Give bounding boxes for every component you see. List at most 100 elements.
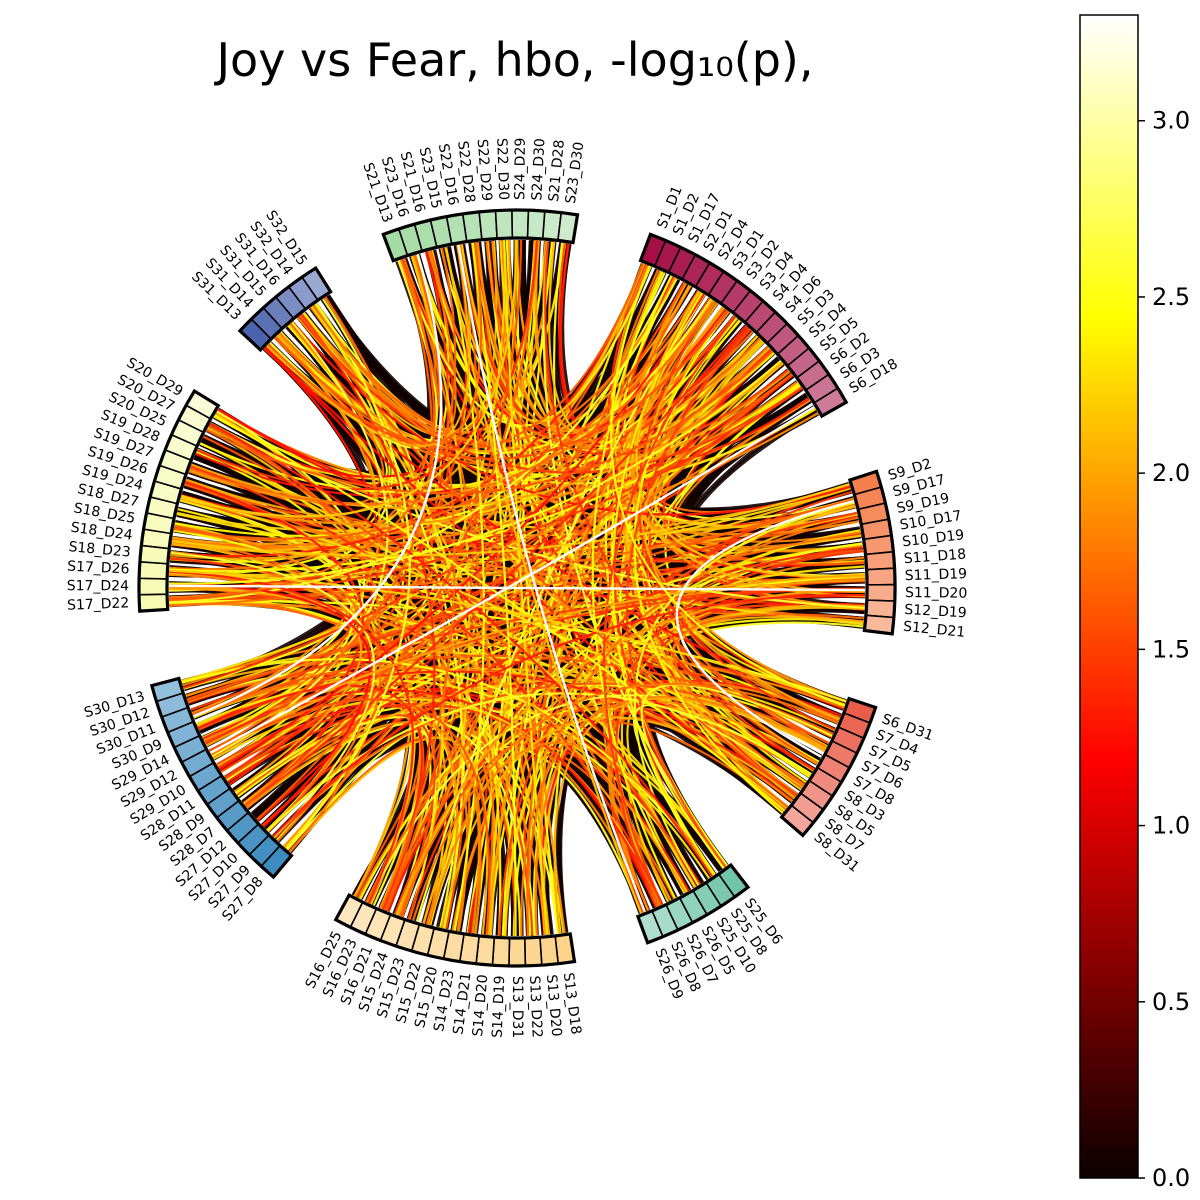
chord-link	[246, 325, 747, 809]
chord-link	[548, 241, 758, 444]
node-label: S24_D29	[512, 138, 529, 200]
chord-link	[444, 247, 858, 529]
node-label: S14_D19	[490, 975, 509, 1038]
node-block	[523, 936, 543, 967]
chord-link	[285, 302, 411, 850]
node-block	[511, 209, 530, 239]
node-group-outline	[237, 265, 333, 353]
chord-link	[440, 716, 796, 928]
chord-link	[276, 335, 817, 485]
node-label: S17_D26	[67, 559, 130, 578]
chord-link	[633, 310, 784, 814]
node-block	[865, 567, 896, 586]
chord-link	[544, 241, 815, 771]
chord-link	[170, 551, 376, 838]
node-group-outline	[381, 208, 580, 263]
chord-link	[170, 557, 353, 729]
chord-link	[387, 743, 690, 912]
chord-link	[169, 247, 457, 602]
chord-link	[397, 588, 866, 916]
node-label: S13_D22	[526, 975, 545, 1038]
chord-link	[185, 487, 851, 698]
node-block	[539, 935, 560, 967]
chord-link	[190, 464, 663, 905]
node-block	[138, 577, 168, 596]
chord-link	[675, 499, 855, 758]
chord-link	[540, 301, 717, 935]
node-group-outline	[137, 388, 221, 613]
colorbar: 0.0 0.5 1.0 1.5 2.0 2.5 3.0	[1079, 14, 1190, 1192]
chord-link	[209, 423, 381, 833]
node-label: S17_D24	[67, 578, 129, 594]
node-label: S12_D21	[902, 619, 966, 641]
chord-link	[610, 265, 845, 707]
chord-link	[170, 263, 647, 558]
chord-link	[611, 292, 716, 876]
chord-link	[168, 582, 372, 828]
chord-link	[169, 569, 846, 706]
node-block	[864, 550, 896, 571]
chord-nodes	[137, 208, 897, 968]
node-label: S10_D19	[901, 527, 965, 550]
node-label: S22_D29	[474, 138, 495, 201]
chord-link	[209, 698, 491, 935]
node-block	[526, 209, 546, 240]
chord-link	[168, 584, 866, 592]
chord-link	[173, 290, 700, 540]
chord-link	[275, 242, 483, 444]
colorbar-tick-label: 3.0	[1152, 107, 1190, 135]
node-group-outline	[149, 676, 294, 880]
chord-link	[217, 347, 382, 487]
chart-title: Joy vs Fear, hbo, -log₁₀(p),	[213, 33, 813, 87]
chord-link	[603, 316, 737, 905]
node-block	[491, 936, 511, 967]
node-label: S11_D18	[903, 547, 966, 568]
chord-link	[169, 570, 414, 904]
chord-link	[635, 290, 865, 578]
colorbar-tick-label: 0.5	[1152, 988, 1190, 1016]
chord-link	[168, 587, 363, 793]
chord-link	[619, 316, 737, 877]
colorbar-tick-label: 2.5	[1152, 283, 1190, 311]
chord-link	[534, 681, 841, 936]
chord-link	[225, 373, 793, 780]
node-label: S13_D31	[509, 976, 525, 1038]
chord-link	[625, 328, 751, 868]
node-label: S18_D23	[68, 539, 131, 561]
node-label: S22_D30	[493, 138, 511, 201]
chord-link	[485, 241, 782, 452]
node-label: S13_D20	[543, 974, 564, 1037]
chord-link	[196, 240, 538, 491]
chord-link	[168, 360, 782, 585]
chord-link	[174, 320, 741, 537]
node-label: S17_D22	[67, 595, 130, 613]
node-group-outline	[333, 892, 577, 968]
chord-link	[615, 550, 864, 908]
node-label: S22_D28	[454, 140, 477, 204]
chord-link	[312, 250, 457, 436]
chord-link	[169, 486, 851, 577]
chord-link	[520, 695, 828, 937]
chord-link	[214, 414, 786, 812]
chord-link	[640, 683, 833, 869]
node-block	[494, 209, 514, 240]
colorbar-tick-label: 0.0	[1152, 1164, 1190, 1192]
chord-link	[633, 501, 855, 886]
chord-link	[186, 498, 854, 701]
chord-link	[672, 613, 864, 787]
chord-link	[380, 259, 456, 909]
node-label: S11_D20	[905, 585, 967, 602]
chord-link	[272, 594, 865, 838]
chord-link	[206, 573, 865, 747]
chord-link	[176, 347, 770, 532]
colorbar-tick-label: 2.0	[1152, 459, 1190, 487]
node-block	[508, 937, 527, 967]
chord-link	[299, 314, 797, 798]
chord-link	[553, 697, 826, 934]
node-group-outline	[847, 469, 897, 636]
chord-link	[209, 405, 815, 754]
node-label: S11_D19	[905, 566, 968, 584]
chord-link	[460, 244, 645, 423]
chord-link	[298, 315, 803, 474]
